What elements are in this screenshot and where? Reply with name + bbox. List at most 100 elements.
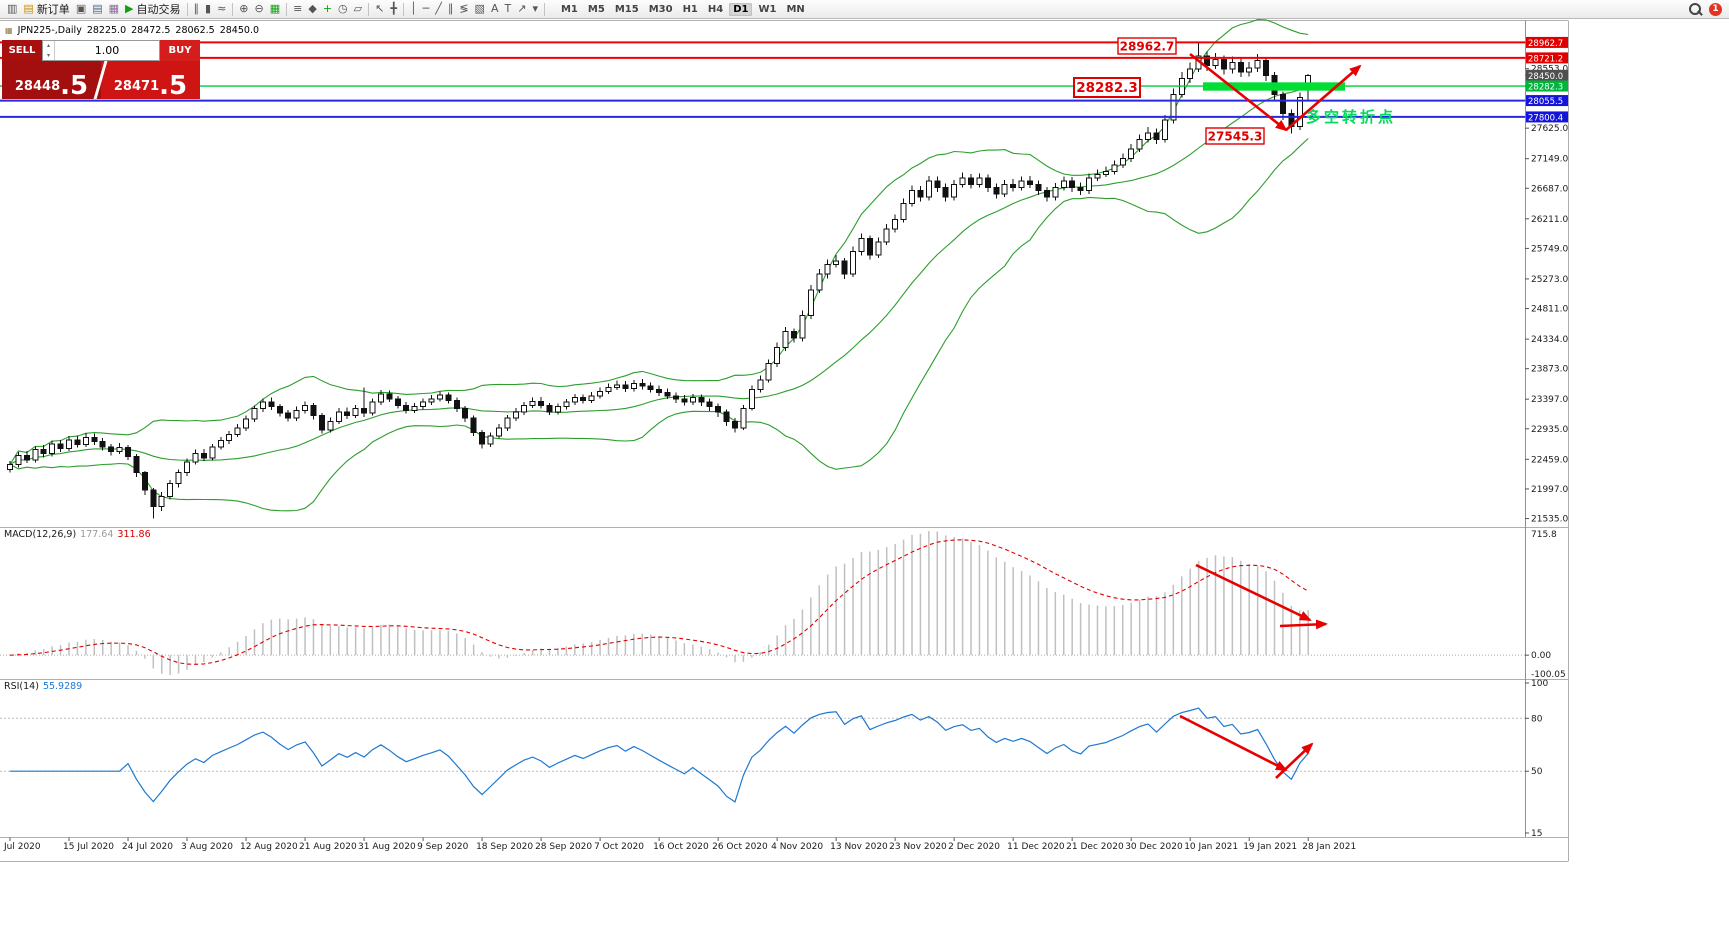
buy-price-fraction: .5 (159, 70, 188, 101)
sell-button[interactable]: SELL (2, 40, 42, 61)
one-click-trading-panel: SELL ▴ ▾ BUY 28448 .5 28471 .5 (2, 40, 200, 99)
candlestick-type-icon: ▮ (205, 2, 212, 15)
text-button[interactable]: A (488, 1, 502, 17)
trendline-button[interactable]: ╱ (432, 1, 445, 17)
toolbar-separator (402, 2, 404, 16)
timeframe-w1[interactable]: W1 (758, 3, 777, 15)
svg-text:19 Jan 2021: 19 Jan 2021 (1243, 842, 1297, 852)
trend-arrow[interactable] (1275, 742, 1314, 779)
svg-text:26211.0: 26211.0 (1531, 215, 1568, 225)
macd-signal-value: 311.86 (117, 529, 151, 540)
toolbar: ▥ ▤ 新订单 ▣ ▤ ▦ ▶ 自动交易 ∥ ▮ ≈ ⊕ ⊖ ▦ ≡ ◆ + ◷ ▱ ↖ ╋ │ ─ ╱ ∥ ≶ ▧ A T ↗ ▾ M1 M… (0, 0, 1729, 19)
sell-price-display[interactable]: 28448 .5 (2, 61, 101, 99)
turning-point-note[interactable]: 多空转折点 (1306, 108, 1396, 126)
text-icon: A (490, 2, 499, 15)
new-chart-button[interactable]: ▥ (4, 1, 20, 17)
svg-text:24811.0: 24811.0 (1531, 305, 1568, 315)
buy-button[interactable]: BUY (160, 40, 200, 61)
svg-text:27625.0: 27625.0 (1531, 124, 1568, 134)
notifications-badge[interactable]: 1 (1709, 2, 1722, 16)
new-order-button[interactable]: ▤ 新订单 (20, 1, 72, 17)
bar-chart-type-button[interactable]: ∥ (191, 1, 203, 17)
fibonacci-button[interactable]: ≶ (456, 1, 471, 17)
trendline-icon: ╱ (435, 2, 442, 15)
chart-window-button[interactable]: ▣ (73, 1, 89, 17)
volume-input[interactable] (55, 41, 159, 60)
one-click-prices: 28448 .5 28471 .5 (2, 61, 200, 99)
macd-signal-line (9, 539, 1309, 665)
svg-text:13 Nov 2020: 13 Nov 2020 (830, 842, 888, 852)
timeframe-d1[interactable]: D1 (729, 2, 753, 16)
timeframe-h1[interactable]: H1 (682, 3, 698, 15)
trend-arrow[interactable] (1179, 714, 1288, 772)
close-value: 28450.0 (219, 25, 260, 36)
objects-list-button[interactable]: ◆ (305, 1, 319, 17)
auto-trading-button[interactable]: ▶ 自动交易 (122, 1, 183, 17)
templates-button[interactable]: ▱ (351, 1, 365, 17)
svg-text:16 Oct 2020: 16 Oct 2020 (653, 842, 709, 852)
price-annotation-box[interactable] (1073, 77, 1141, 98)
templates-icon: ▱ (353, 2, 363, 15)
indicators-list-button[interactable]: ≡ (290, 1, 305, 17)
price-annotation-box[interactable] (1205, 127, 1265, 145)
timeframe-m1[interactable]: M1 (560, 3, 578, 15)
channel-button[interactable]: ∥ (445, 1, 457, 17)
svg-text:Jul 2020: Jul 2020 (3, 842, 41, 852)
sell-price-fraction: .5 (60, 70, 89, 101)
macd-name: MACD(12,26,9) (4, 529, 77, 540)
sell-price-main: 28448 (14, 79, 61, 94)
svg-text:100: 100 (1531, 679, 1548, 689)
print-button[interactable]: ▤ (89, 1, 105, 17)
timeframe-m30[interactable]: M30 (648, 3, 673, 15)
svg-text:21535.0: 21535.0 (1531, 515, 1568, 525)
line-chart-type-button[interactable]: ≈ (214, 1, 229, 17)
rsi-indicator-label: RSI(14) 55.9289 (4, 681, 82, 692)
svg-text:25273.0: 25273.0 (1531, 275, 1568, 285)
trend-arrow[interactable] (1189, 52, 1288, 132)
zoom-in-button[interactable]: ⊕ (236, 1, 251, 17)
zoom-out-button[interactable]: ⊖ (252, 1, 267, 17)
trend-arrow[interactable] (1285, 64, 1362, 131)
timeframe-m15[interactable]: M15 (614, 3, 639, 15)
svg-text:26 Oct 2020: 26 Oct 2020 (712, 842, 768, 852)
text-label-button[interactable]: T (501, 1, 514, 17)
add-indicator-button[interactable]: + (320, 1, 335, 17)
svg-text:11 Dec 2020: 11 Dec 2020 (1007, 842, 1065, 852)
volume-up-button[interactable]: ▴ (46, 42, 50, 49)
buy-price-display[interactable]: 28471 .5 (101, 61, 200, 99)
new-chart-icon: ▥ (7, 2, 18, 15)
timeframe-m5[interactable]: M5 (587, 3, 605, 15)
rsi-name: RSI(14) (4, 681, 39, 692)
arrows-tool-button[interactable]: ↗ (514, 1, 529, 17)
svg-text:80: 80 (1531, 714, 1543, 724)
trend-arrow[interactable] (1195, 563, 1312, 622)
search-icon[interactable] (1689, 3, 1701, 15)
period-clock-button[interactable]: ◷ (335, 1, 351, 17)
arrows-dropdown[interactable]: ▾ (529, 1, 541, 17)
candlestick-type-button[interactable]: ▮ (202, 1, 214, 17)
horizontal-line-button[interactable]: ─ (420, 1, 433, 17)
svg-text:28 Sep 2020: 28 Sep 2020 (535, 842, 592, 852)
trend-arrow[interactable] (1279, 619, 1328, 630)
one-click-controls: SELL ▴ ▾ BUY (2, 40, 200, 61)
timeframe-h4[interactable]: H4 (707, 3, 724, 15)
timeframe-mn[interactable]: MN (786, 3, 805, 15)
crosshair-button[interactable]: ╋ (387, 1, 400, 17)
svg-text:12 Aug 2020: 12 Aug 2020 (240, 842, 298, 852)
support-zone-rect[interactable] (1203, 82, 1345, 91)
history-center-button[interactable]: ▦ (106, 1, 122, 17)
vertical-line-button[interactable]: │ (407, 1, 420, 17)
volume-down-button[interactable]: ▾ (46, 51, 50, 59)
shapes-button[interactable]: ▧ (472, 1, 488, 17)
horizontal-line-icon: ─ (422, 2, 430, 15)
tile-windows-button[interactable]: ▦ (267, 1, 283, 17)
svg-text:0.00: 0.00 (1531, 651, 1551, 661)
toolbar-separator (368, 2, 370, 16)
price-annotation-box[interactable] (1117, 37, 1177, 55)
rsi-panel: 100 80 50 15 (0, 679, 1548, 839)
cursor-button[interactable]: ↖ (372, 1, 387, 17)
svg-text:28553.0: 28553.0 (1531, 65, 1568, 75)
svg-text:22459.0: 22459.0 (1531, 455, 1568, 465)
history-center-icon: ▦ (108, 2, 120, 15)
